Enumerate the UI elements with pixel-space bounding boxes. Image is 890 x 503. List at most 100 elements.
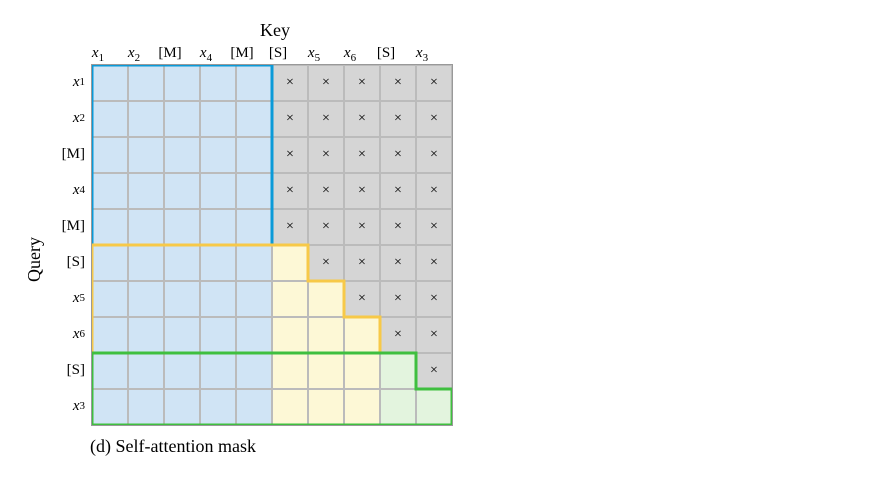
col-label: x1 [80,45,116,64]
matrix-cell: × [416,245,452,281]
matrix-cell [416,389,452,425]
matrix-cell [308,389,344,425]
attention-matrix: ××××××××××××××××××××××××××××××××××× [91,64,453,426]
matrix-cell: × [380,281,416,317]
matrix-cell: × [416,173,452,209]
matrix-cell [344,317,380,353]
matrix-cell [128,245,164,281]
matrix-cell [164,245,200,281]
matrix-cell [164,389,200,425]
matrix-cell [92,101,128,137]
matrix-cell [200,101,236,137]
matrix-cell [272,245,308,281]
matrix-cell: × [416,317,452,353]
row-label: x5 [45,280,91,316]
matrix-cell [272,317,308,353]
matrix-cell [236,209,272,245]
matrix-cell: × [344,173,380,209]
matrix-cell [164,317,200,353]
matrix-cell [128,317,164,353]
matrix-cell [92,389,128,425]
matrix-cell [200,353,236,389]
key-axis-title: Key [80,20,470,41]
matrix-cell: × [344,245,380,281]
col-label: [S] [368,45,404,64]
matrix-cell [308,281,344,317]
matrix-cell: × [272,137,308,173]
matrix-cell: × [380,137,416,173]
matrix-cell [272,281,308,317]
col-label: [M] [224,45,260,64]
matrix-cell: × [344,101,380,137]
matrix-cell: × [380,173,416,209]
matrix-cell [308,353,344,389]
matrix-cell [92,173,128,209]
matrix-cell [128,281,164,317]
matrix-cell [164,209,200,245]
figure-caption: (d) Self-attention mask [90,436,470,457]
col-label: x6 [332,45,368,64]
matrix-cell: × [308,173,344,209]
matrix-cell: × [344,65,380,101]
matrix-cell: × [380,317,416,353]
matrix-cell: × [308,65,344,101]
matrix-cell [236,353,272,389]
matrix-cell [236,65,272,101]
row-label: x2 [45,100,91,136]
matrix-cell [92,245,128,281]
matrix-cell: × [380,101,416,137]
matrix-cell [272,353,308,389]
matrix-cell [344,389,380,425]
matrix-cell: × [308,137,344,173]
col-label: x4 [188,45,224,64]
matrix-cell: × [308,101,344,137]
matrix-cell [128,101,164,137]
row-label: x3 [45,388,91,424]
matrix-cell: × [416,101,452,137]
matrix-cell [92,317,128,353]
row-label: x6 [45,316,91,352]
matrix-cell [200,65,236,101]
matrix-cell [308,317,344,353]
matrix-cell: × [344,137,380,173]
matrix-cell [92,209,128,245]
matrix-cell: × [416,137,452,173]
matrix-cell [164,173,200,209]
matrix-cell: × [380,209,416,245]
col-label: x2 [116,45,152,64]
matrix-cell: × [380,245,416,281]
row-label: [S] [45,244,91,280]
matrix-cell [92,65,128,101]
matrix-cell [236,173,272,209]
matrix-cell [164,65,200,101]
matrix-cell: × [308,209,344,245]
matrix-cell [164,137,200,173]
matrix-cell: × [416,353,452,389]
matrix-cell [92,137,128,173]
matrix-cell [236,245,272,281]
matrix-cell [128,353,164,389]
figure-container: Key x1x2[M]x4[M][S]x5x6[S]x3 Query x1x2[… [20,20,470,457]
col-label: x5 [296,45,332,64]
matrix-cell [344,353,380,389]
matrix-cell: × [416,65,452,101]
row-labels: x1x2[M]x4[M][S]x5x6[S]x3 [45,64,91,426]
matrix-cell [164,353,200,389]
row-label: [M] [45,208,91,244]
row-label: x4 [45,172,91,208]
matrix-cell [128,137,164,173]
matrix-cell [200,281,236,317]
matrix-cell [236,389,272,425]
matrix-cell [380,353,416,389]
column-labels: x1x2[M]x4[M][S]x5x6[S]x3 [80,45,470,64]
matrix-cell: × [344,209,380,245]
matrix-cell [200,317,236,353]
matrix-cell: × [380,65,416,101]
matrix-cell [200,173,236,209]
matrix-cell [236,317,272,353]
matrix-cell [92,281,128,317]
matrix-cell [128,209,164,245]
matrix-cell [272,389,308,425]
matrix-cell [128,65,164,101]
matrix-cell [236,137,272,173]
